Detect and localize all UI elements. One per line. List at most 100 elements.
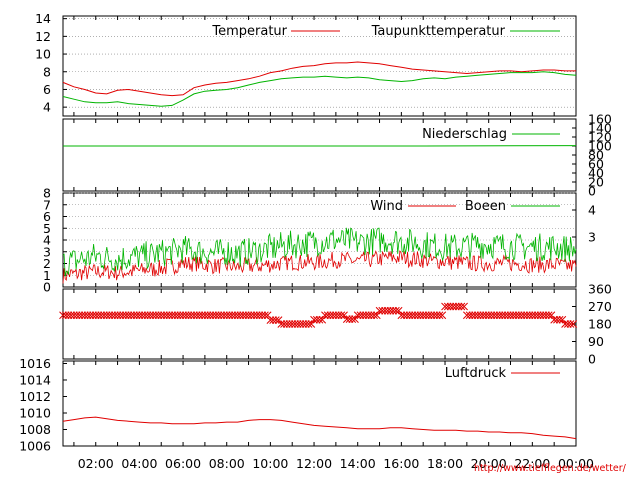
wind-direction-marker [370, 311, 378, 320]
wind-legend-label: Wind [370, 199, 403, 214]
wind-direction-marker [274, 316, 283, 324]
wind-direction-marker [201, 311, 209, 320]
wind-direction-marker [531, 311, 539, 320]
credit-url: http://www.tiefflegen.de/wetter/ [474, 463, 626, 474]
wind-direction-marker [151, 311, 160, 320]
wind-direction-marker [296, 320, 305, 328]
wind-direction-marker [468, 311, 477, 320]
x-tick-label: 02:00 [78, 456, 114, 471]
x-tick-label: 14:00 [340, 456, 376, 471]
wind-direction-marker [143, 311, 152, 320]
wind-direction-marker [566, 320, 575, 328]
wind-direction-marker [484, 311, 493, 320]
wind-direction-marker [498, 311, 507, 320]
wind-direction-marker [135, 311, 144, 320]
wind-direction-marker [255, 311, 264, 320]
wind-direction-marker [184, 311, 193, 320]
temperature-series-temperatur [62, 61, 576, 97]
wind-direction-marker [427, 311, 436, 320]
wind-direction-marker [424, 311, 433, 320]
pressure-ytick-label: 1016 [19, 356, 51, 371]
wind-direction-marker [501, 311, 509, 320]
wind-direction-marker [457, 302, 466, 311]
wind-direction-marker [86, 311, 95, 320]
wind-direction-marker [211, 311, 220, 320]
wind-direction-marker [476, 311, 485, 320]
precipitation-ytick-right-label: 40 [588, 166, 604, 181]
wind-direction-marker [332, 311, 340, 320]
wind-direction-marker [228, 311, 237, 320]
wind-direction-marker [64, 311, 73, 320]
wind-direction-marker [348, 315, 357, 323]
wind-direction-marker [61, 311, 70, 320]
x-tick-label: 22:00 [514, 456, 550, 471]
wind-direction-marker [435, 311, 444, 320]
x-tick-label: 12:00 [296, 456, 332, 471]
wind-direction-marker [520, 311, 529, 320]
precipitation-legend-label: Niederschlag [422, 127, 507, 142]
wind-direction-marker [225, 311, 234, 320]
wind-direction-marker [378, 306, 387, 315]
pressure-series-luftdruck [62, 416, 577, 440]
wind-direction-marker [482, 311, 490, 320]
wind-direction-marker [302, 320, 310, 328]
wind-direction-marker [389, 306, 398, 315]
wind-direction-marker [209, 311, 217, 320]
wind-direction-panel: 0 90 180 270 360 [59, 282, 612, 367]
wind-direction-marker [372, 311, 381, 320]
wind-direction-marker [441, 302, 449, 311]
wind-direction-marker [375, 306, 384, 315]
wind-direction-marker [171, 311, 179, 320]
wind-direction-marker [217, 311, 226, 320]
wind-direction-marker [160, 311, 168, 320]
wind-direction-marker [479, 311, 488, 320]
temperature-ytick-label: 4 [43, 100, 51, 115]
wind-direction-marker [408, 311, 417, 320]
wind-direction-marker [116, 311, 125, 320]
wind-direction-marker [487, 311, 496, 320]
wind-direction-marker [252, 311, 261, 320]
wind-direction-marker [443, 302, 452, 311]
wind-direction-marker [517, 311, 526, 320]
wind-direction-marker [244, 311, 253, 320]
wind-direction-marker [258, 311, 267, 320]
wind-direction-marker [285, 320, 294, 328]
wind-direction-marker [544, 311, 553, 320]
x-tick-label: 00:00 [558, 456, 594, 471]
wind-direction-marker [157, 311, 166, 320]
wind-direction-marker [277, 320, 286, 328]
wind-direction-marker [121, 311, 130, 320]
pressure-ytick-label: 1014 [19, 372, 51, 387]
wind-direction-marker [381, 306, 389, 315]
wind-direction-marker [446, 302, 455, 311]
pressure-legend-label: Luftdruck [445, 366, 507, 381]
wind-direction-marker [100, 311, 108, 320]
wind-direction-marker [198, 311, 207, 320]
x-tick-label: 10:00 [252, 456, 288, 471]
wind-direction-marker [266, 316, 275, 324]
wind-ytick-label: 7 [43, 197, 51, 212]
pressure-ytick-label: 1008 [19, 422, 51, 437]
wind-direction-marker [318, 315, 327, 324]
wind-ytick-label: 2 [43, 256, 51, 271]
wind-direction-marker [383, 306, 392, 315]
wind-direction-marker [146, 311, 155, 320]
wind-direction-marker [337, 311, 346, 320]
precipitation-ytick-right-label: 100 [588, 139, 612, 154]
wind-direction-marker [345, 315, 354, 323]
wind-direction-marker [110, 311, 119, 320]
wind-direction-marker [413, 311, 422, 320]
wind-ytick-label: 4 [43, 233, 51, 248]
wind-direction-marker [353, 311, 362, 320]
wind-direction-marker [94, 311, 103, 320]
temperature-ytick-label: 6 [43, 82, 51, 97]
x-tick-label: 16:00 [383, 456, 419, 471]
wind-direction-marker [168, 311, 177, 320]
wind-direction-marker [247, 311, 256, 320]
wind-direction-marker [97, 311, 106, 320]
wind-direction-marker [351, 315, 359, 323]
